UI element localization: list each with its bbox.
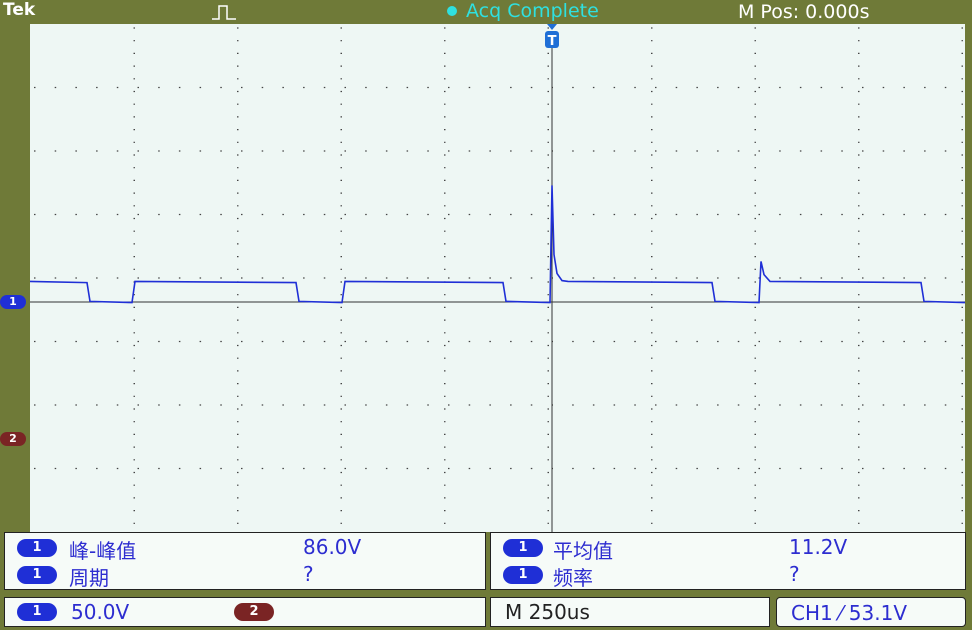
ch1-waveform-trace (30, 185, 965, 304)
measurement-period[interactable]: 1 周期 ? (11, 562, 481, 590)
top-status-bar: Tek Acq Complete M Pos: 0.000s (0, 0, 972, 24)
measurement-panel-right: 1 平均值 11.2V 1 频率 ? (490, 532, 966, 590)
channel-badge: 1 (17, 566, 57, 584)
channel-badge: 1 (503, 539, 543, 557)
acquisition-status: Acq Complete (466, 0, 599, 22)
ch1-badge: 1 (17, 603, 57, 621)
graticule: T (30, 24, 965, 532)
ch2-badge: 2 (234, 603, 274, 621)
measurement-frequency[interactable]: 1 频率 ? (497, 562, 961, 590)
ch1-ground-marker[interactable]: 1 (0, 295, 26, 309)
trigger-position-marker: T (545, 24, 559, 49)
trigger-box[interactable]: CH1 ⁄ 53.1V (776, 597, 966, 627)
pulse-trigger-icon (212, 5, 236, 20)
channel-badge: 1 (503, 566, 543, 584)
measurement-value: 86.0V (303, 535, 362, 559)
channel-scale-box[interactable]: 1 50.0V 2 (4, 597, 486, 627)
trigger-marker-label: T (548, 34, 557, 49)
horizontal-position-readout: M Pos: 0.000s (738, 1, 870, 23)
measurement-mean[interactable]: 1 平均值 11.2V (497, 535, 961, 563)
measurement-peak-to-peak[interactable]: 1 峰-峰值 86.0V (11, 535, 481, 563)
ch2-ground-marker[interactable]: 2 (0, 432, 26, 446)
timebase-box[interactable]: M 250us (490, 597, 770, 627)
measurement-label: 频率 (553, 566, 593, 590)
measurement-value: ? (303, 562, 314, 586)
waveform-display[interactable]: T (30, 24, 965, 532)
measurement-value: 11.2V (789, 535, 848, 559)
brand-logo: Tek (3, 0, 36, 20)
measurement-panel-left: 1 峰-峰值 86.0V 1 周期 ? (4, 532, 486, 590)
ch1-scale: 50.0V (71, 600, 130, 624)
timebase-readout: M 250us (505, 600, 590, 624)
measurement-value: ? (789, 562, 800, 586)
measurement-label: 周期 (69, 566, 109, 590)
trigger-readout: CH1 ⁄ 53.1V (791, 601, 907, 625)
measurement-label: 平均值 (553, 539, 613, 563)
measurement-label: 峰-峰值 (69, 539, 137, 563)
grid-dots (34, 27, 963, 524)
acquisition-status-icon (447, 6, 457, 16)
channel-badge: 1 (17, 539, 57, 557)
